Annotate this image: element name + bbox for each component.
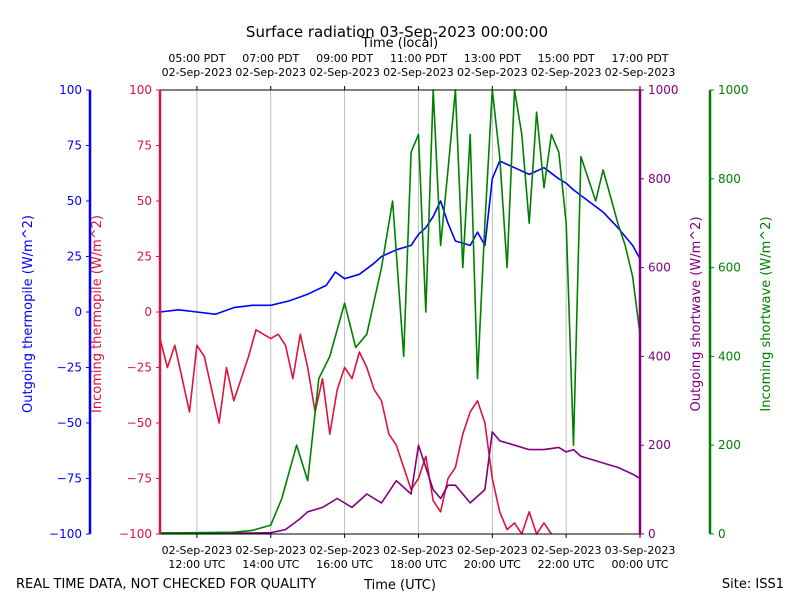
footer-site: Site: ISS1 bbox=[722, 577, 784, 592]
x-tick-label-top-date-2: 02-Sep-2023 bbox=[309, 66, 380, 79]
x-tick-label-bottom-date-6: 03-Sep-2023 bbox=[605, 544, 676, 557]
y-tick-label-in_sw-5: 0 bbox=[718, 527, 726, 541]
x-tick-label-bottom-time-6: 00:00 UTC bbox=[611, 558, 668, 571]
y-axis-label-out_thermo: Outgoing thermopile (W/m^2) bbox=[21, 215, 36, 413]
x-tick-label-top-time-5: 15:00 PDT bbox=[538, 52, 595, 65]
x-tick-label-top-date-3: 02-Sep-2023 bbox=[383, 66, 454, 79]
y-tick-label-in_sw-2: 600 bbox=[718, 261, 741, 275]
x-tick-label-bottom-time-2: 16:00 UTC bbox=[316, 558, 373, 571]
y-tick-label-in_thermo-7: −75 bbox=[127, 472, 152, 486]
y-tick-label-out_thermo-7: −75 bbox=[57, 472, 82, 486]
series-line-out_sw bbox=[160, 431, 641, 534]
y-tick-label-out_thermo-1: 75 bbox=[67, 139, 82, 153]
x-tick-label-bottom-date-2: 02-Sep-2023 bbox=[309, 544, 380, 557]
x-tick-label-bottom-date-5: 02-Sep-2023 bbox=[531, 544, 602, 557]
y-tick-label-in_thermo-5: −25 bbox=[127, 361, 152, 375]
x-tick-label-top-time-3: 11:00 PDT bbox=[390, 52, 447, 65]
x-tick-label-bottom-date-1: 02-Sep-2023 bbox=[235, 544, 306, 557]
y-axis-label-in_sw: Incoming shortwave (W/m^2) bbox=[759, 216, 774, 411]
x-tick-label-top-date-6: 02-Sep-2023 bbox=[605, 66, 676, 79]
y-tick-label-in_thermo-6: −50 bbox=[127, 416, 152, 430]
x-tick-label-top-date-5: 02-Sep-2023 bbox=[531, 66, 602, 79]
y-tick-label-in_sw-3: 400 bbox=[718, 349, 741, 363]
x-tick-label-top-time-4: 13:00 PDT bbox=[464, 52, 521, 65]
y-tick-label-in_thermo-2: 50 bbox=[137, 194, 152, 208]
x-tick-label-top-time-1: 07:00 PDT bbox=[242, 52, 299, 65]
y-tick-label-out_sw-0: 1000 bbox=[648, 83, 679, 97]
y-tick-label-in_sw-0: 1000 bbox=[718, 83, 749, 97]
y-tick-label-in_sw-4: 200 bbox=[718, 438, 741, 452]
x-tick-label-bottom-date-0: 02-Sep-2023 bbox=[162, 544, 233, 557]
y-tick-label-in_sw-1: 800 bbox=[718, 172, 741, 186]
x-tick-label-top-time-2: 09:00 PDT bbox=[316, 52, 373, 65]
y-tick-label-out_thermo-2: 50 bbox=[67, 194, 82, 208]
y-tick-label-out_sw-1: 800 bbox=[648, 172, 671, 186]
x-tick-label-top-time-0: 05:00 PDT bbox=[168, 52, 225, 65]
x-tick-label-bottom-time-0: 12:00 UTC bbox=[168, 558, 225, 571]
x-tick-label-bottom-time-5: 22:00 UTC bbox=[538, 558, 595, 571]
y-tick-label-in_thermo-8: −100 bbox=[119, 527, 152, 541]
gridlines bbox=[196, 90, 641, 534]
x-tick-label-top-date-4: 02-Sep-2023 bbox=[457, 66, 528, 79]
y-tick-label-out_sw-3: 400 bbox=[648, 349, 671, 363]
y-tick-label-out_sw-5: 0 bbox=[648, 527, 656, 541]
y-tick-label-out_thermo-6: −50 bbox=[57, 416, 82, 430]
x-tick-label-bottom-date-4: 02-Sep-2023 bbox=[457, 544, 528, 557]
series-line-in_thermo bbox=[159, 328, 553, 535]
y-tick-label-out_thermo-4: 0 bbox=[74, 305, 82, 319]
y-tick-label-in_thermo-0: 100 bbox=[129, 83, 152, 97]
y-axes: 100 75 50 25 0 −25 −50 −75 −100 Outgoing thermopi… bbox=[21, 83, 774, 541]
x-tick-label-bottom-date-3: 02-Sep-2023 bbox=[383, 544, 454, 557]
series-line-out_thermo bbox=[159, 160, 641, 316]
x-axis-label: Time (UTC) bbox=[363, 578, 436, 593]
y-axis-label-in_thermo: Incoming thermopile (W/m^2) bbox=[90, 215, 105, 413]
plot-frame bbox=[160, 89, 640, 535]
x-tick-label-top-date-1: 02-Sep-2023 bbox=[235, 66, 306, 79]
x-tick-label-bottom-time-3: 18:00 UTC bbox=[390, 558, 447, 571]
y-tick-label-out_sw-2: 600 bbox=[648, 261, 671, 275]
chart-title: Surface radiation 03-Sep-2023 00:00:00 bbox=[246, 23, 548, 41]
x-tick-label-top-time-6: 17:00 PDT bbox=[611, 52, 668, 65]
x-tick-label-bottom-time-4: 20:00 UTC bbox=[464, 558, 521, 571]
x-tick-label-top-date-0: 02-Sep-2023 bbox=[162, 66, 233, 79]
y-tick-label-out_sw-4: 200 bbox=[648, 438, 671, 452]
y-tick-label-in_thermo-1: 75 bbox=[137, 139, 152, 153]
y-tick-label-out_thermo-3: 25 bbox=[67, 250, 82, 264]
top-axis-label: Time (local) bbox=[361, 36, 438, 51]
footer-quality-note: REAL TIME DATA, NOT CHECKED FOR QUALITY bbox=[16, 577, 316, 592]
y-tick-label-out_thermo-0: 100 bbox=[59, 83, 82, 97]
y-axis-label-out_sw: Outgoing shortwave (W/m^2) bbox=[689, 216, 704, 411]
series-line-in_sw bbox=[159, 89, 641, 534]
series-lines bbox=[159, 89, 641, 535]
y-tick-label-in_thermo-4: 0 bbox=[144, 305, 152, 319]
y-tick-label-out_thermo-8: −100 bbox=[49, 527, 82, 541]
y-tick-label-in_thermo-3: 25 bbox=[137, 250, 152, 264]
y-tick-label-out_thermo-5: −25 bbox=[57, 361, 82, 375]
x-tick-label-bottom-time-1: 14:00 UTC bbox=[242, 558, 299, 571]
